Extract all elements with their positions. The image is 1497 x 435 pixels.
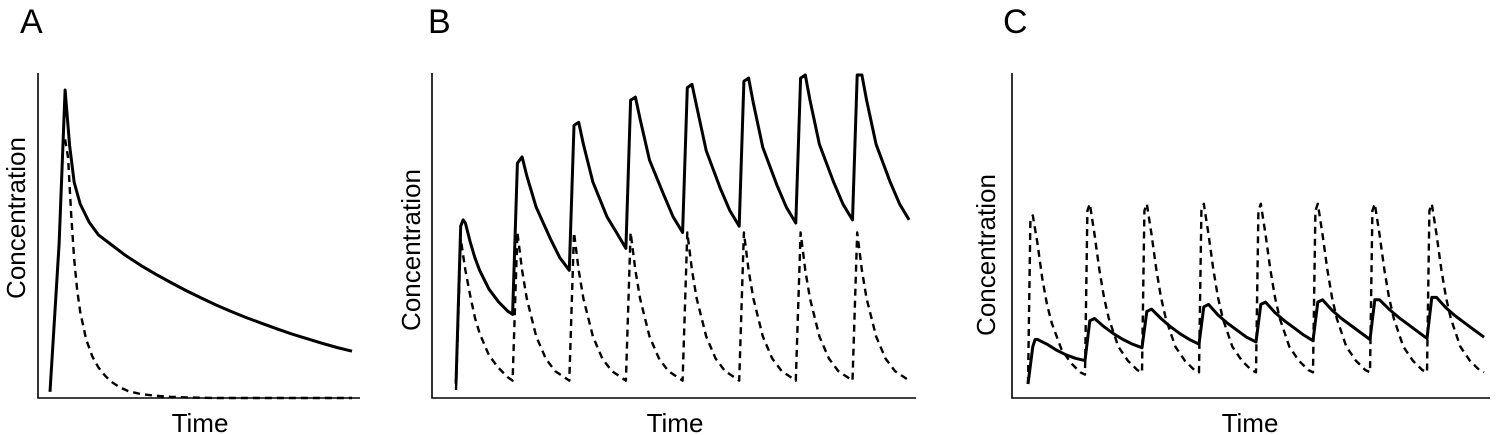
panel-b-letter: B [428,3,451,41]
panel-c-x-axis-title: Time [1222,408,1279,435]
panel-b-axes [431,73,916,399]
panel-c-y-axis-title: Concentration [971,174,1001,336]
panel-b-solid-series-line [454,73,911,384]
panel-c-plot-area [1026,202,1485,385]
panel-a-y-axis-title: Concentration [1,137,31,299]
panel-c: C Concentration Time [971,3,1490,435]
panel-a-solid-series-line [48,88,353,392]
panel-b-dashed-series-line [454,231,910,391]
panel-a-plot-area [48,88,353,400]
panel-c-solid-series-line [1026,295,1485,385]
panel-b-y-axis-title: Concentration [396,169,426,331]
panel-a-letter: A [20,3,43,41]
panel-a: A Concentration Time [1,3,360,435]
panel-a-dashed-series-line [63,139,352,400]
panel-c-letter: C [1003,3,1028,41]
panel-b-plot-area [454,73,911,391]
panel-b: B Concentration Time [396,3,916,435]
panel-c-axes [1011,73,1490,399]
panel-a-axes [37,73,360,399]
panel-c-dashed-series-line [1026,202,1485,385]
panel-a-x-axis-title: Time [172,408,229,435]
panel-b-x-axis-title: Time [647,408,704,435]
